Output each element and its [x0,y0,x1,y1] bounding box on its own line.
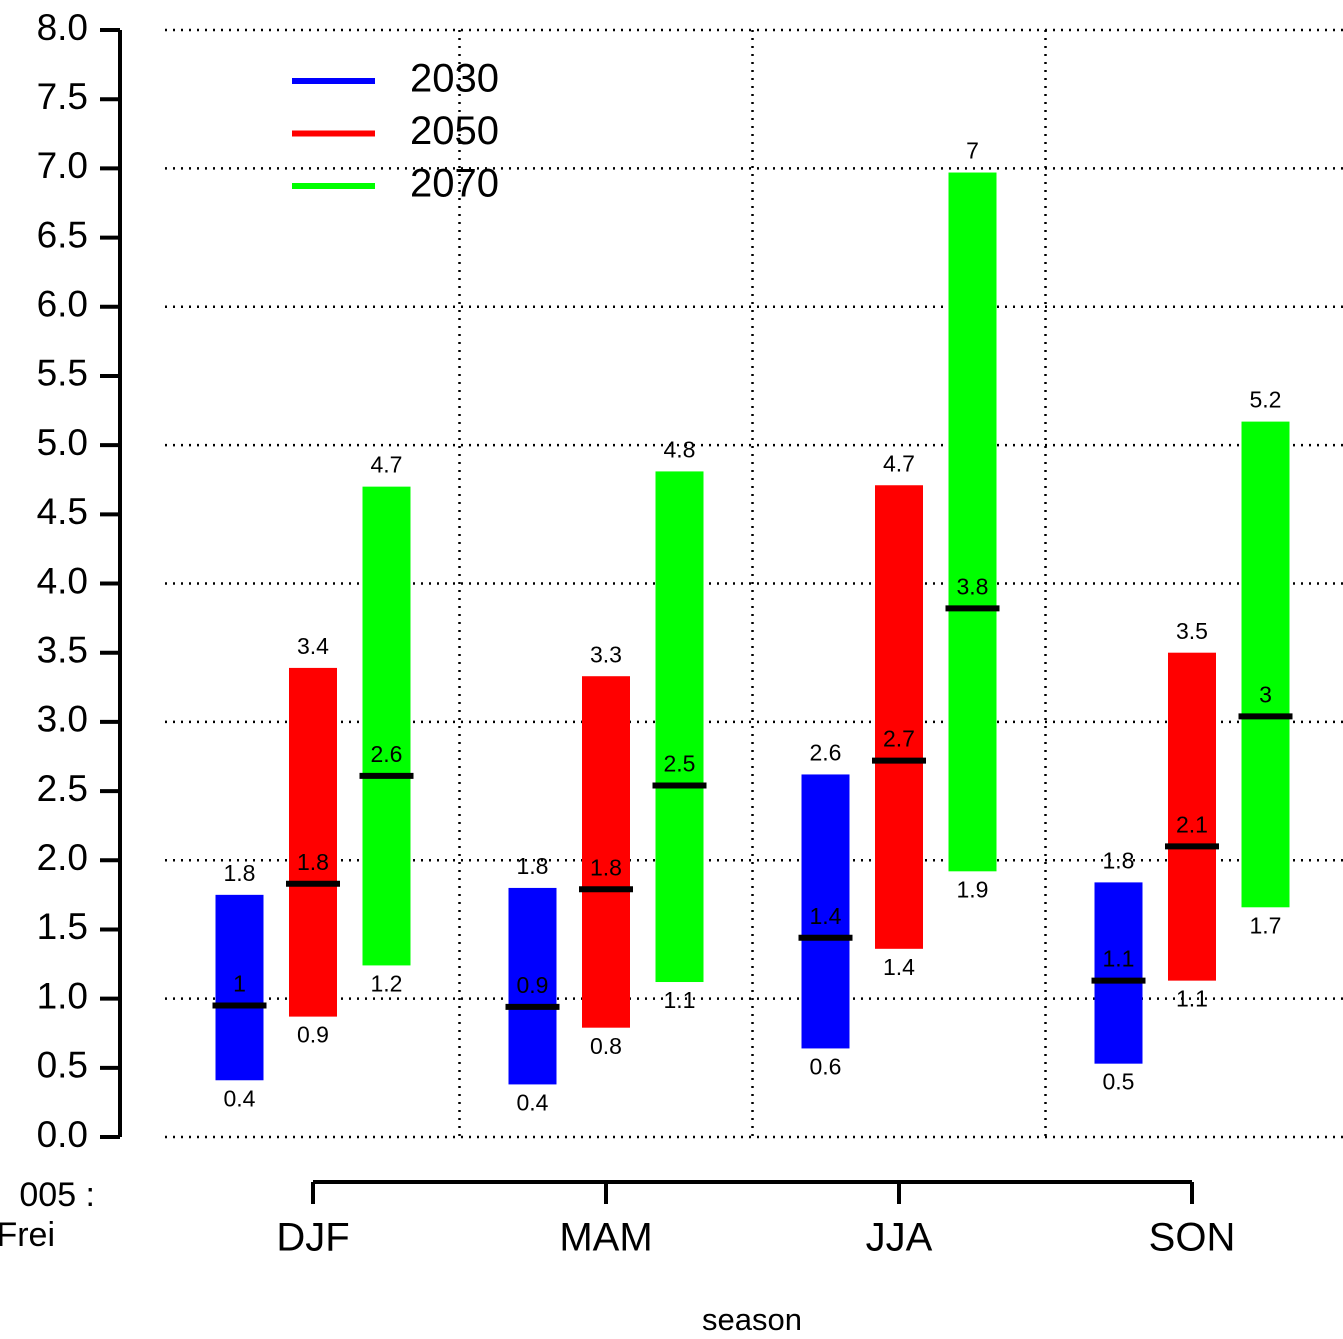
y-tick-label: 3.0 [37,699,88,740]
median-label: 1 [233,971,246,997]
low-label: 0.4 [224,1085,256,1111]
high-label: 3.4 [297,633,329,659]
x-tick-label: MAM [559,1216,652,1260]
median-label: 1.1 [1103,946,1135,972]
y-tick-label: 0.0 [37,1114,88,1155]
y-tick-label: 1.5 [37,906,88,947]
low-label: 0.4 [517,1089,549,1115]
range-bar [1241,421,1290,908]
y-tick-label: 6.0 [37,284,88,325]
median-label: 1.4 [810,903,842,929]
high-label: 3.3 [590,641,622,667]
side-label: 005 : [19,1176,95,1214]
legend-label: 2050 [410,109,499,153]
high-label: 1.8 [1103,847,1135,873]
median-label: 3.8 [957,573,989,599]
y-tick-label: 5.5 [37,353,88,394]
range-bar [948,172,997,872]
y-tick-label: 0.5 [37,1045,88,1086]
y-tick-label: 5.0 [37,422,88,463]
x-tick-label: DJF [276,1216,349,1260]
high-label: 1.8 [517,853,549,879]
low-label: 1.9 [957,876,989,902]
median-label: 1.8 [590,854,622,880]
high-label: 4.7 [371,452,403,478]
high-label: 7 [966,138,979,164]
range-bar [1168,652,1216,981]
low-label: 1.7 [1250,912,1282,938]
range-bar [875,485,923,949]
median-label: 2.7 [883,726,915,752]
x-axis-label: season [702,1302,802,1337]
y-tick-label: 4.0 [37,560,88,601]
range-bar [362,486,411,966]
low-label: 0.8 [590,1033,622,1059]
y-tick-label: 2.5 [37,768,88,809]
low-label: 0.9 [297,1022,329,1048]
x-tick-label: SON [1149,1216,1236,1260]
high-label: 5.2 [1250,387,1282,413]
x-tick-label: JJA [866,1216,933,1260]
low-label: 0.6 [810,1054,842,1080]
y-tick-label: 8.0 [37,7,88,48]
range-bar [215,894,264,1081]
range-bar [801,774,850,1049]
high-label: 2.6 [810,740,842,766]
y-tick-label: 7.0 [37,145,88,186]
low-label: 1.2 [371,970,403,996]
legend-label: 2070 [410,162,499,206]
range-bar [1094,882,1143,1064]
median-label: 2.6 [371,741,403,767]
range-bar [582,676,630,1028]
median-label: 2.1 [1176,811,1208,837]
high-label: 4.8 [664,436,696,462]
high-label: 1.8 [224,860,256,886]
y-tick-label: 4.5 [37,491,88,532]
low-label: 0.5 [1103,1069,1135,1095]
high-label: 3.5 [1176,618,1208,644]
y-tick-label: 1.0 [37,975,88,1016]
median-label: 3 [1259,681,1272,707]
y-tick-label: 6.5 [37,214,88,255]
median-label: 0.9 [517,972,549,998]
low-label: 1.4 [883,954,915,980]
y-tick-label: 7.5 [37,76,88,117]
low-label: 1.1 [664,987,696,1013]
legend-label: 2030 [410,57,499,101]
range-bar [655,471,704,983]
low-label: 1.1 [1176,986,1208,1012]
side-label: Frei [0,1216,55,1254]
high-label: 4.7 [883,450,915,476]
y-tick-label: 3.5 [37,629,88,670]
median-label: 2.5 [664,751,696,777]
y-tick-label: 2.0 [37,837,88,878]
range-bar [508,887,557,1085]
range-bar [289,667,337,1017]
median-label: 1.8 [297,849,329,875]
